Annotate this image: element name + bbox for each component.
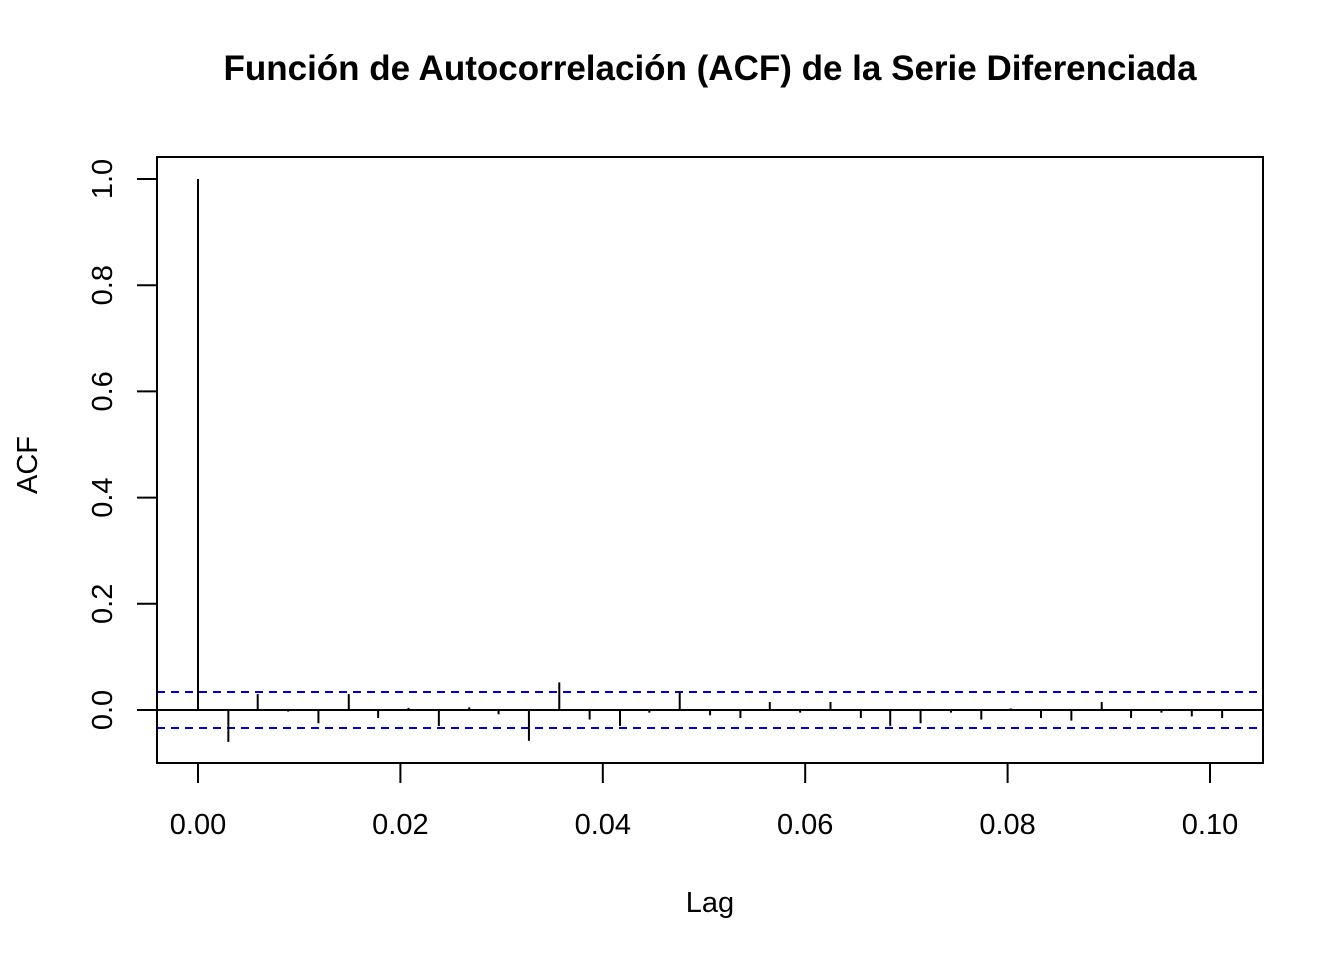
x-axis-label: Lag bbox=[686, 887, 734, 919]
x-tick-label: 0.04 bbox=[575, 809, 631, 841]
y-tick-label: 0.0 bbox=[87, 690, 119, 730]
y-tick-label: 1.0 bbox=[87, 159, 119, 199]
y-tick-label: 0.6 bbox=[87, 371, 119, 411]
x-tick-label: 0.08 bbox=[979, 809, 1035, 841]
chart-title: Función de Autocorrelación (ACF) de la S… bbox=[223, 49, 1197, 88]
y-axis-label: ACF bbox=[12, 436, 44, 494]
x-tick-label: 0.06 bbox=[777, 809, 833, 841]
y-tick-label: 0.2 bbox=[87, 584, 119, 624]
x-tick-label: 0.10 bbox=[1182, 809, 1238, 841]
y-tick-label: 0.4 bbox=[87, 477, 119, 517]
plot-area: 0.00 0.02 0.04 0.06 0.08 0.10 0.0 0.2 0.4 0.6 0.8 1… bbox=[87, 156, 1264, 841]
plot-frame bbox=[156, 156, 1264, 764]
y-tick-label: 0.8 bbox=[87, 265, 119, 305]
x-tick-label: 0.02 bbox=[372, 809, 428, 841]
x-tick-label: 0.00 bbox=[170, 809, 226, 841]
